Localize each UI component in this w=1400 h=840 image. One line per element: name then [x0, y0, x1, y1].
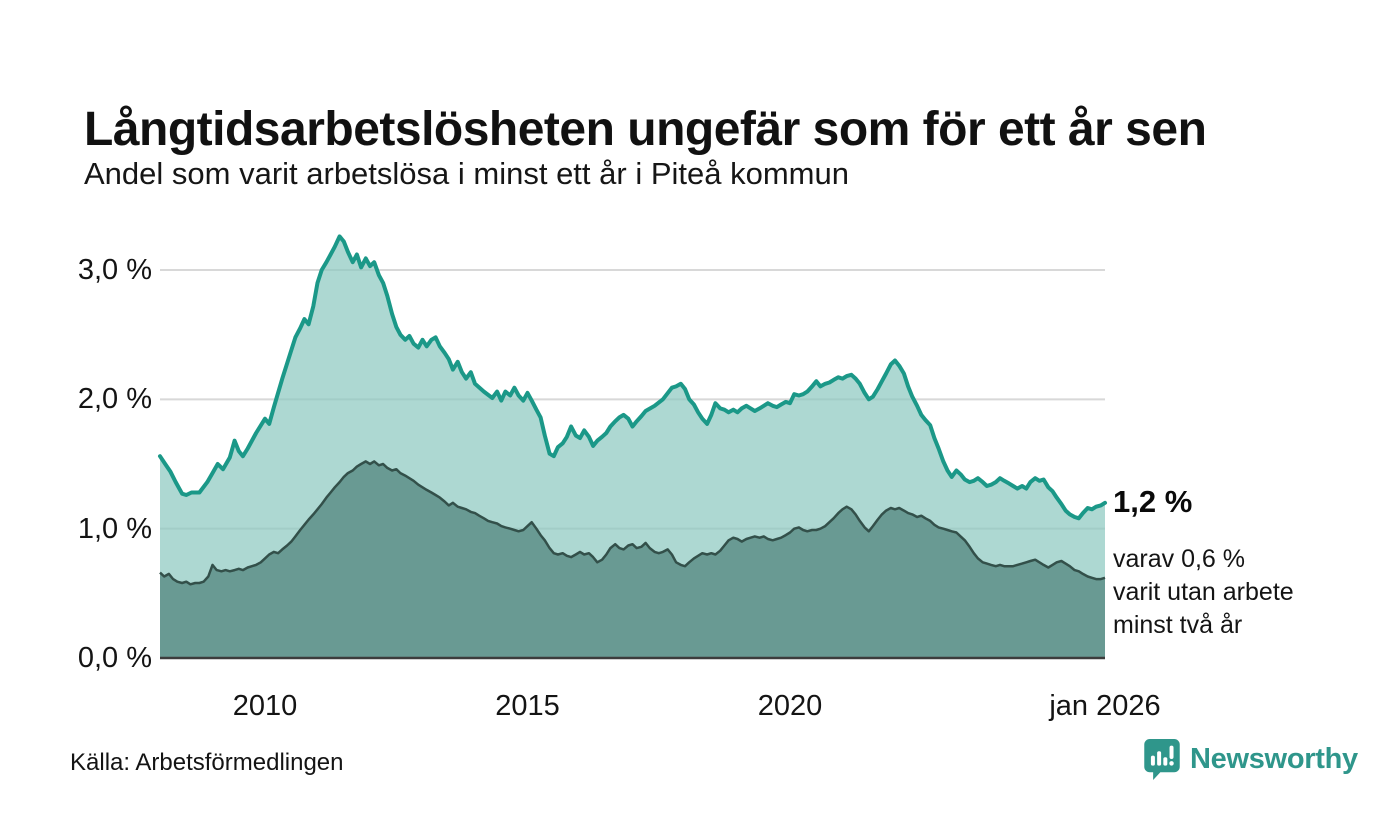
newsworthy-logo: Newsworthy — [1144, 739, 1358, 780]
y-axis-tick-label: 1,0 % — [77, 512, 152, 545]
x-axis-tick-label: jan 2026 — [1049, 690, 1161, 722]
x-axis-tick-label: 2015 — [495, 690, 560, 722]
line-one-year — [158, 234, 1107, 521]
annotation-note-line: varit utan arbete — [1113, 578, 1294, 606]
line-two-years — [159, 460, 1106, 586]
annotation-note: varav 0,6 % varit utan arbete minst två … — [1113, 543, 1294, 642]
y-axis-tick-label: 3,0 % — [77, 254, 152, 286]
page-subtitle: Andel som varit arbetslösa i minst ett å… — [84, 156, 849, 191]
y-axis-tick-label: 0,0 % — [77, 642, 152, 674]
annotation-note-line: varav 0,6 % — [1113, 545, 1246, 573]
area-two-years — [160, 461, 1105, 658]
x-axis-tick-label: 2010 — [232, 690, 298, 722]
x-axis-tick-label: 2020 — [757, 690, 823, 722]
annotation-note-line: minst två år — [1113, 611, 1243, 639]
source-label: Källa: Arbetsförmedlingen — [70, 749, 344, 776]
newsworthy-logo-icon — [1144, 739, 1180, 780]
y-axis-tick-label: 2,0 % — [77, 383, 152, 416]
latest-value-label: 1,2 % — [1113, 484, 1193, 519]
newsworthy-wordmark: Newsworthy — [1190, 743, 1358, 775]
page-title: Långtidsarbetslösheten ungefär som för e… — [84, 103, 1207, 157]
